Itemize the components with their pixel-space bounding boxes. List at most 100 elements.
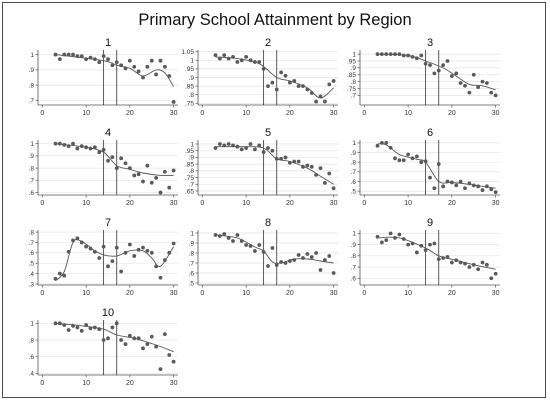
data-point xyxy=(419,160,424,165)
data-point xyxy=(428,175,432,180)
data-point xyxy=(66,144,71,149)
y-tick-label: .7 xyxy=(351,93,357,100)
data-point xyxy=(423,248,428,253)
data-point xyxy=(127,242,132,247)
data-point xyxy=(154,175,159,180)
data-point xyxy=(261,250,266,254)
x-tick-label: 20 xyxy=(126,290,134,297)
y-tick-label: .6 xyxy=(351,179,357,186)
data-point xyxy=(301,256,305,260)
data-point xyxy=(428,242,432,247)
data-point xyxy=(136,336,141,341)
y-tick-label: .8 xyxy=(29,82,35,89)
data-point xyxy=(388,52,393,57)
data-point xyxy=(132,336,137,341)
data-point xyxy=(222,232,227,236)
data-point xyxy=(397,158,402,163)
data-point xyxy=(141,346,145,351)
data-point xyxy=(484,184,489,189)
data-point xyxy=(66,328,71,332)
y-tick-label: .75 xyxy=(185,175,194,182)
x-tick-label: 10 xyxy=(404,110,412,117)
data-point xyxy=(57,321,62,326)
data-point xyxy=(301,84,305,88)
data-point xyxy=(436,68,441,73)
x-tick-label: 30 xyxy=(492,290,500,297)
data-point xyxy=(88,55,93,60)
data-point xyxy=(441,256,446,260)
data-point xyxy=(423,61,428,66)
data-point xyxy=(57,271,62,276)
x-tick-label: 20 xyxy=(286,110,294,117)
data-point xyxy=(162,169,167,174)
data-point xyxy=(222,143,227,148)
data-point xyxy=(449,74,454,79)
data-point xyxy=(257,60,262,64)
panel-6: 6.5.6.7.8.910 10 20 30 xyxy=(351,127,500,207)
data-point xyxy=(71,141,75,146)
y-tick-label: .65 xyxy=(185,188,194,195)
data-point xyxy=(252,147,257,152)
y-tick-label: .9 xyxy=(189,240,195,247)
data-point xyxy=(248,244,253,248)
data-point xyxy=(454,71,459,76)
data-point xyxy=(132,64,137,69)
y-tick-label: .8 xyxy=(189,168,195,175)
y-tick-label: 1 xyxy=(190,141,194,148)
data-point xyxy=(84,145,89,150)
data-point xyxy=(379,52,384,57)
data-point xyxy=(252,249,257,253)
data-point xyxy=(217,142,222,146)
y-tick-label: 1 xyxy=(352,140,356,147)
data-point xyxy=(471,183,476,188)
data-point xyxy=(226,56,231,61)
data-point xyxy=(279,156,284,161)
data-point xyxy=(305,87,310,92)
data-point xyxy=(92,145,97,150)
data-point xyxy=(305,163,310,168)
y-tick-label: .6 xyxy=(29,250,35,257)
data-point xyxy=(270,246,275,250)
y-tick-label: .85 xyxy=(185,161,194,168)
y-tick-label: .8 xyxy=(189,250,195,257)
data-point xyxy=(101,147,106,152)
data-point xyxy=(53,276,58,281)
fit-line xyxy=(55,54,174,87)
x-tick-label: 10 xyxy=(82,110,90,117)
y-tick-label: .7 xyxy=(351,264,357,271)
data-point xyxy=(388,231,393,236)
x-tick-label: 20 xyxy=(448,290,456,297)
data-point xyxy=(244,54,249,59)
y-tick-label: 1 xyxy=(30,141,34,148)
data-point xyxy=(331,79,336,83)
x-tick-label: 30 xyxy=(170,110,178,117)
data-point xyxy=(436,257,441,262)
data-point xyxy=(322,181,327,185)
x-tick-label: 10 xyxy=(404,290,412,297)
data-point xyxy=(84,323,89,327)
y-tick-label: .9 xyxy=(351,242,357,249)
y-tick-label: .95 xyxy=(185,66,194,73)
data-point xyxy=(406,53,411,58)
data-point xyxy=(88,246,93,251)
data-point xyxy=(62,52,67,57)
data-point xyxy=(149,58,154,63)
data-point xyxy=(480,188,485,193)
data-point xyxy=(88,326,93,331)
x-tick-label: 10 xyxy=(82,200,90,207)
y-tick-label: .75 xyxy=(347,86,356,93)
data-point xyxy=(239,147,244,152)
data-point xyxy=(296,84,301,88)
data-point xyxy=(154,344,159,349)
data-point xyxy=(401,53,406,58)
data-point xyxy=(141,245,145,250)
x-tick-label: 0 xyxy=(200,110,204,117)
data-point xyxy=(252,60,257,64)
x-tick-label: 30 xyxy=(330,110,338,117)
y-tick-label: .8 xyxy=(351,159,357,166)
data-point xyxy=(283,73,288,78)
data-point xyxy=(145,64,150,69)
y-tick-label: .9 xyxy=(351,150,357,157)
y-tick-label: .9 xyxy=(189,75,195,82)
